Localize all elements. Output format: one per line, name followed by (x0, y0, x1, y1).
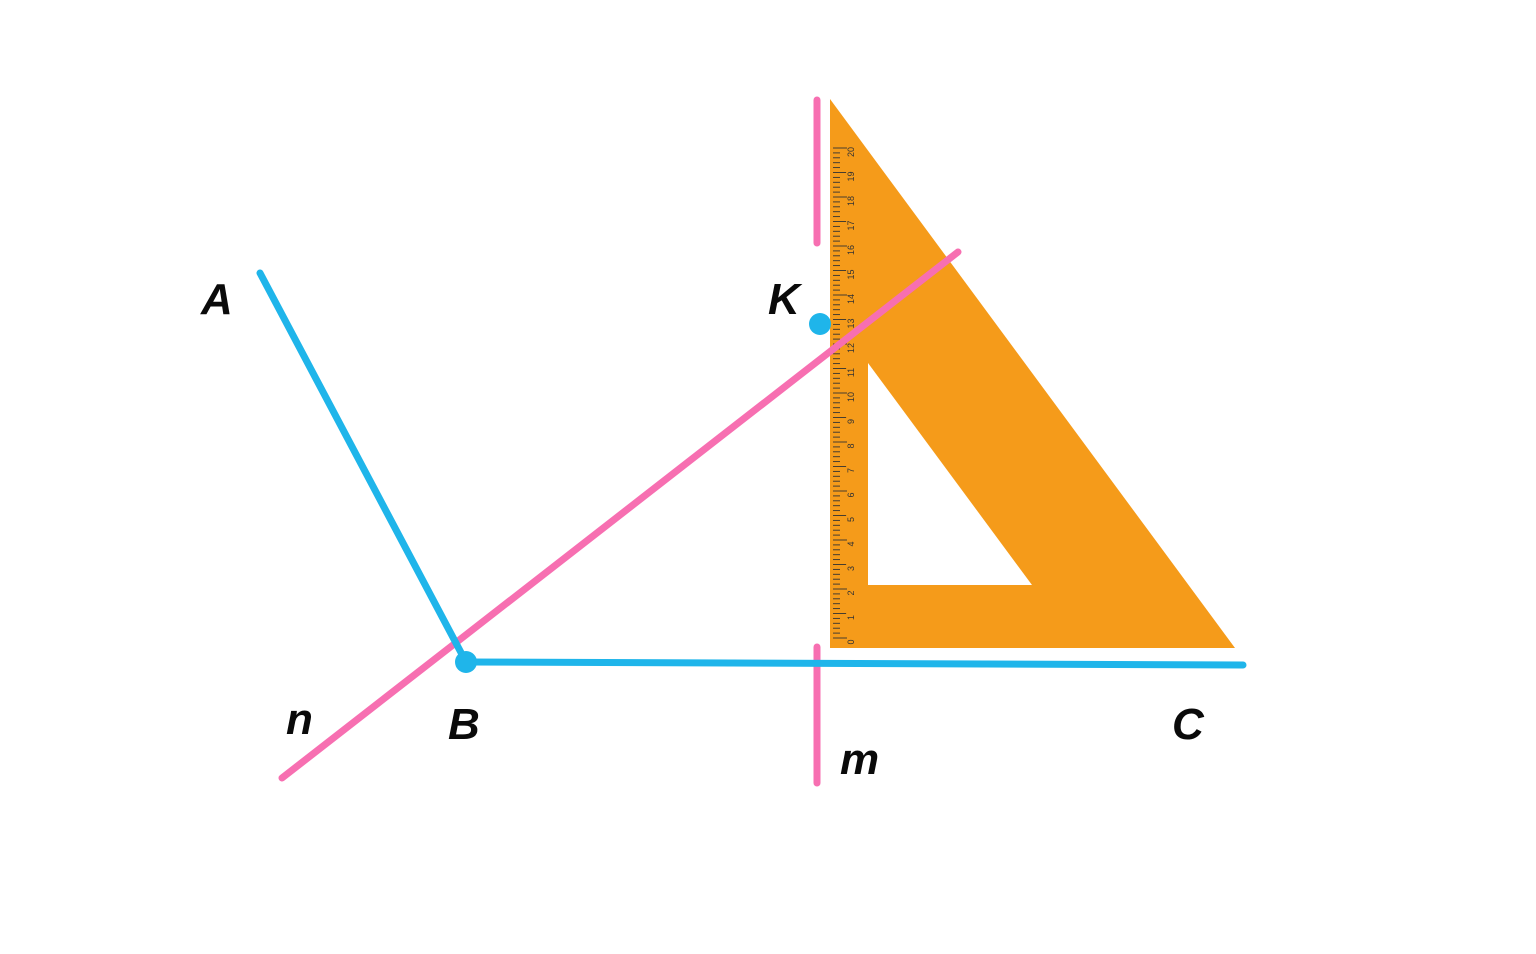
diagram-svg: 01234567891011121314151617181920 (0, 0, 1536, 954)
point-K (809, 313, 831, 335)
ruler-number: 6 (846, 492, 856, 497)
label-A: A (201, 275, 233, 325)
ruler-number: 9 (846, 419, 856, 424)
ruler-number: 16 (846, 245, 856, 255)
ruler-number: 10 (846, 392, 856, 402)
geometry-diagram: 01234567891011121314151617181920 (0, 0, 1536, 954)
ruler-number: 2 (846, 590, 856, 595)
ruler-number: 14 (846, 294, 856, 304)
segment-AB (260, 273, 466, 662)
ruler-number: 17 (846, 220, 856, 230)
ruler-number: 13 (846, 318, 856, 328)
ruler-number: 3 (846, 566, 856, 571)
ruler-number: 0 (846, 639, 856, 644)
label-n: n (286, 695, 313, 745)
ruler-number: 11 (846, 368, 856, 377)
ruler-number: 12 (846, 343, 856, 353)
ruler-number: 18 (846, 196, 856, 206)
label-C: C (1172, 700, 1204, 750)
ruler-number: 7 (846, 468, 856, 473)
label-B: B (448, 700, 480, 750)
ruler-number: 20 (846, 147, 856, 157)
ruler-number: 15 (846, 269, 856, 279)
label-m: m (840, 735, 879, 785)
segment-BC (466, 662, 1243, 665)
ruler-number: 8 (846, 443, 856, 448)
ruler-number: 19 (846, 171, 856, 181)
ruler-number: 5 (846, 517, 856, 522)
label-K: K (768, 275, 800, 325)
point-B (455, 651, 477, 673)
ruler-number: 4 (846, 541, 856, 546)
ruler-number: 1 (846, 615, 856, 620)
